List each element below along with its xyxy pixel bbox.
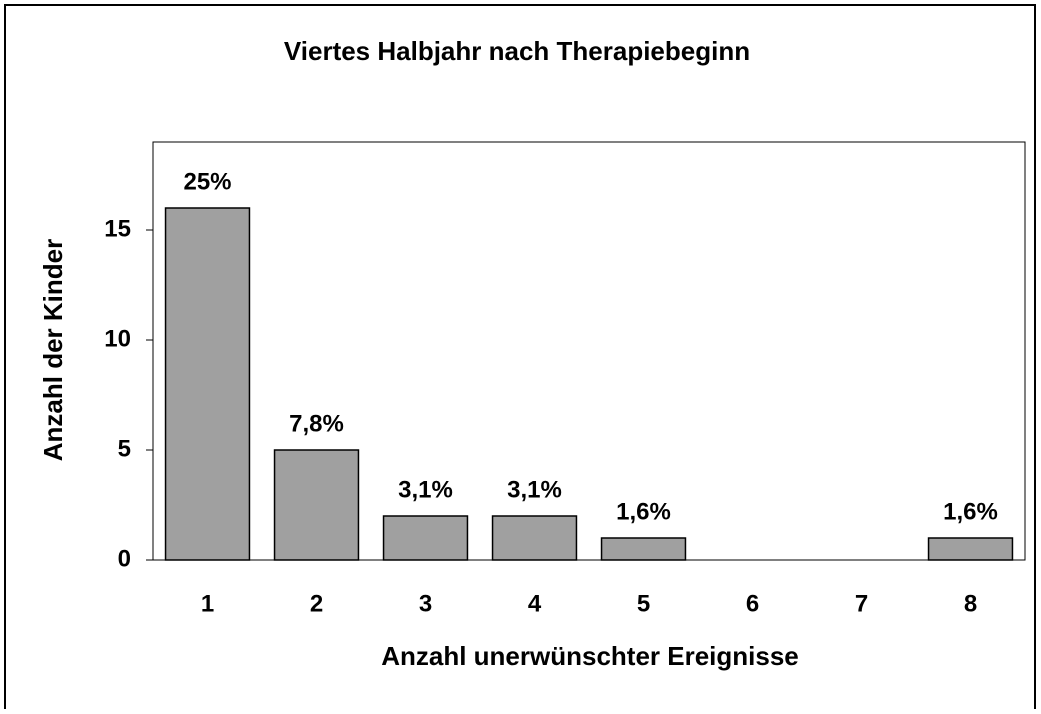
x-tick-label: 4 [528,590,542,617]
y-tick-label: 10 [104,325,131,352]
x-tick-label: 8 [964,590,977,617]
data-label: 1,6% [616,498,671,525]
x-tick-label: 5 [637,590,650,617]
x-tick-label: 2 [310,590,323,617]
x-tick-label: 3 [419,590,432,617]
plot-area [152,141,1026,561]
frame [4,4,1036,714]
bar [600,537,687,561]
chart-title: Viertes Halbjahr nach Therapiebeginn [284,36,750,66]
data-label: 7,8% [289,410,344,437]
y-tick-label: 0 [118,545,131,572]
data-label: 3,1% [398,476,453,503]
x-tick-label: 1 [201,590,214,617]
x-tick-label: 7 [855,590,868,617]
data-label: 1,6% [943,498,998,525]
y-axis-label: Anzahl der Kinder [38,239,68,461]
y-tick-label: 5 [118,435,131,462]
bar [927,537,1014,561]
bar [382,515,469,561]
x-tick-label: 6 [746,590,759,617]
y-tick-label: 15 [104,215,131,242]
bar [164,207,251,561]
bar [273,449,360,561]
data-label: 3,1% [507,476,562,503]
bar [491,515,578,561]
x-axis-label: Anzahl unerwünschter Ereignisse [381,641,799,671]
data-label: 25% [183,168,231,195]
